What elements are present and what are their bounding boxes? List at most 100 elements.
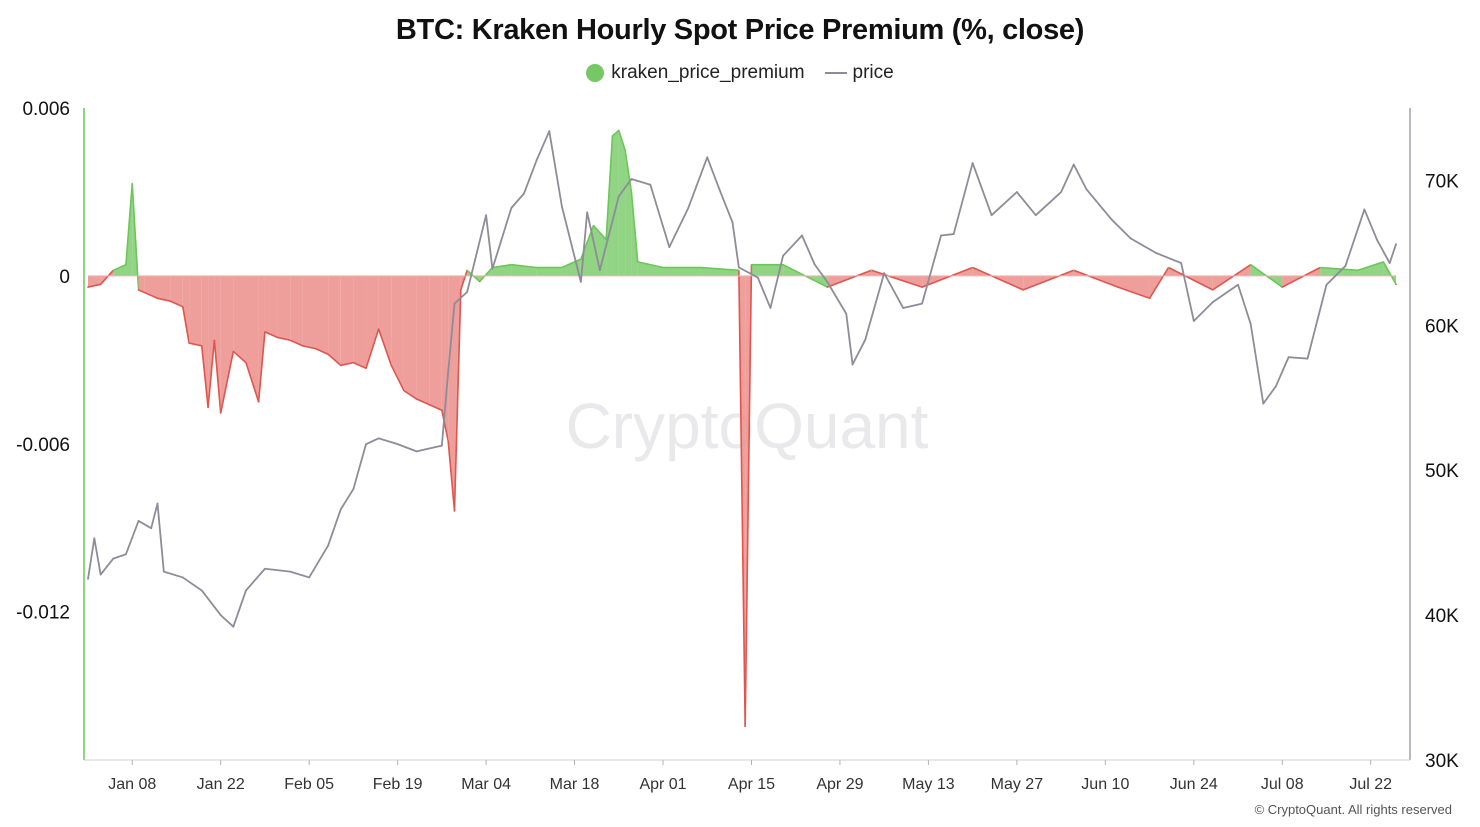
premium-line-segment (112, 263, 127, 272)
price-point (756, 276, 759, 279)
price-point (523, 192, 525, 195)
premium-line-segment (592, 224, 607, 241)
premium-point (460, 289, 462, 291)
y-left-tick-label: -0.012 (16, 603, 70, 624)
premium-area-segment (233, 275, 246, 363)
premium-area-segment (366, 275, 379, 369)
premium-area-segment (593, 225, 607, 276)
price-point (181, 576, 184, 579)
price-point (737, 266, 740, 269)
premium-point (1211, 289, 1214, 291)
price-point (1085, 188, 1088, 191)
premium-line-segment (744, 264, 753, 727)
price-point (883, 272, 886, 275)
price-point (687, 207, 690, 209)
premium-area-segment (214, 275, 221, 414)
x-tick-label: Mar 04 (461, 776, 511, 793)
x-tick-label: Jan 08 (108, 776, 156, 793)
price-point (921, 302, 923, 305)
premium-line-segment (365, 328, 380, 369)
premium-line-segment (340, 361, 354, 367)
price-point (327, 544, 330, 547)
premium-area-segment (625, 149, 632, 276)
price-point (971, 162, 974, 164)
premium-line-segment (315, 347, 329, 355)
price-point (1154, 251, 1157, 254)
price-point (902, 307, 905, 309)
price-point (845, 312, 848, 315)
price-point (1249, 322, 1252, 325)
premium-line-segment (611, 129, 620, 137)
premium-point (207, 406, 209, 409)
price-point (718, 189, 721, 192)
premium-point (870, 269, 873, 272)
price-point (579, 280, 582, 283)
premium-line-segment (447, 440, 456, 512)
premium-point (276, 336, 279, 339)
y-left-tick-label: -0.006 (16, 435, 70, 456)
legend-label-price: price (852, 62, 894, 83)
premium-line-segment (264, 331, 278, 339)
premium-line-segment (377, 328, 393, 366)
price-line (87, 130, 1397, 628)
premium-line-segment (257, 331, 266, 402)
x-tick-label: Feb 05 (284, 776, 334, 793)
premium-point (188, 342, 190, 344)
premium-point (510, 263, 513, 266)
premium-line-segment (416, 398, 430, 406)
x-tick-label: Apr 01 (639, 776, 686, 793)
price-point (453, 302, 456, 305)
price-point (485, 214, 487, 217)
premium-line-segment (605, 135, 614, 240)
premium-point (302, 345, 304, 347)
premium-point (264, 331, 266, 333)
price-point (952, 233, 955, 235)
premium-line-segment (100, 269, 114, 285)
premium-point (87, 286, 89, 288)
premium-point (662, 266, 664, 269)
price-point (940, 234, 942, 237)
price-point (668, 246, 671, 248)
premium-point (921, 286, 923, 288)
price-point (548, 130, 551, 133)
price-point (617, 195, 620, 198)
premium-point (535, 266, 538, 269)
premium-area-segment (258, 275, 265, 402)
legend-item-premium[interactable]: kraken_price_premium (586, 62, 805, 84)
premium-line-segment (972, 266, 1024, 291)
y-right-tick-label: 60K (1425, 316, 1459, 337)
price-point (440, 444, 443, 447)
premium-line-segment (207, 340, 216, 408)
premium-line-segment (460, 270, 468, 291)
price-point (826, 280, 829, 283)
premium-line-segment (1168, 266, 1214, 291)
premium-line-segment (403, 389, 418, 400)
y-right-tick-label: 40K (1425, 606, 1459, 627)
price-point (1072, 163, 1075, 166)
premium-point (144, 291, 146, 294)
premium-area-segment (340, 275, 354, 366)
price-point (112, 557, 115, 560)
y-right-tick-label: 50K (1425, 461, 1459, 482)
premium-line-segment (1320, 266, 1359, 272)
premium-point (441, 409, 443, 412)
premium-point (611, 135, 614, 137)
premium-point (738, 269, 740, 272)
premium-line-segment (738, 270, 746, 727)
x-tick-label: Jul 22 (1349, 776, 1392, 793)
premium-point (447, 440, 449, 442)
premium-point (636, 261, 639, 263)
premium-line-segment (353, 361, 367, 369)
price-point (137, 520, 140, 522)
premium-point (561, 266, 563, 269)
price-point (162, 570, 165, 573)
price-point (1180, 262, 1183, 264)
price-point (377, 437, 380, 440)
legend-item-price[interactable]: price (824, 62, 894, 84)
price-point (1395, 243, 1397, 246)
premium-point (112, 269, 115, 272)
x-tick-label: Mar 18 (550, 776, 600, 793)
price-point (125, 553, 127, 556)
price-point (93, 537, 96, 540)
